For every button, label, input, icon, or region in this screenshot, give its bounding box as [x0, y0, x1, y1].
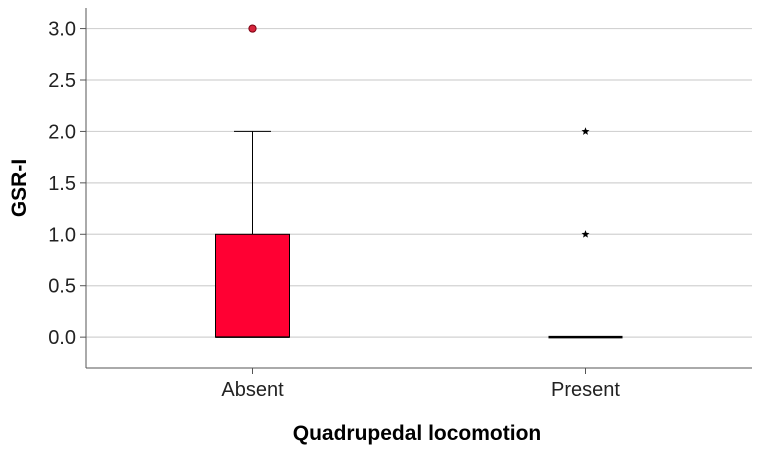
outlier-star — [581, 127, 590, 135]
outlier-circle — [248, 24, 257, 33]
x-axis-ticks: Absent Present — [221, 368, 620, 401]
outlier-star — [581, 230, 590, 238]
y-axis-title: GSR-I — [8, 159, 31, 217]
y-tick-label: 3.0 — [48, 19, 76, 41]
iqr-box — [215, 233, 290, 338]
box-absent — [215, 24, 290, 338]
gridlines — [86, 27, 752, 338]
y-tick-label: 1.5 — [48, 173, 76, 195]
y-tick-label: 0.0 — [48, 327, 76, 349]
y-axis-ticks: 0.0 0.5 1.0 1.5 2.0 2.5 3.0 — [48, 19, 86, 349]
x-tick-label-absent: Absent — [221, 379, 284, 401]
y-tick-label: 1.0 — [48, 224, 76, 246]
x-axis-title: Quadrupedal locomotion — [293, 422, 542, 445]
box-present — [548, 127, 623, 339]
y-tick-label: 2.5 — [48, 70, 76, 92]
x-tick-label-present: Present — [551, 379, 620, 401]
boxes — [215, 24, 623, 339]
y-tick-label: 2.0 — [48, 121, 76, 143]
y-tick-label: 0.5 — [48, 276, 76, 298]
